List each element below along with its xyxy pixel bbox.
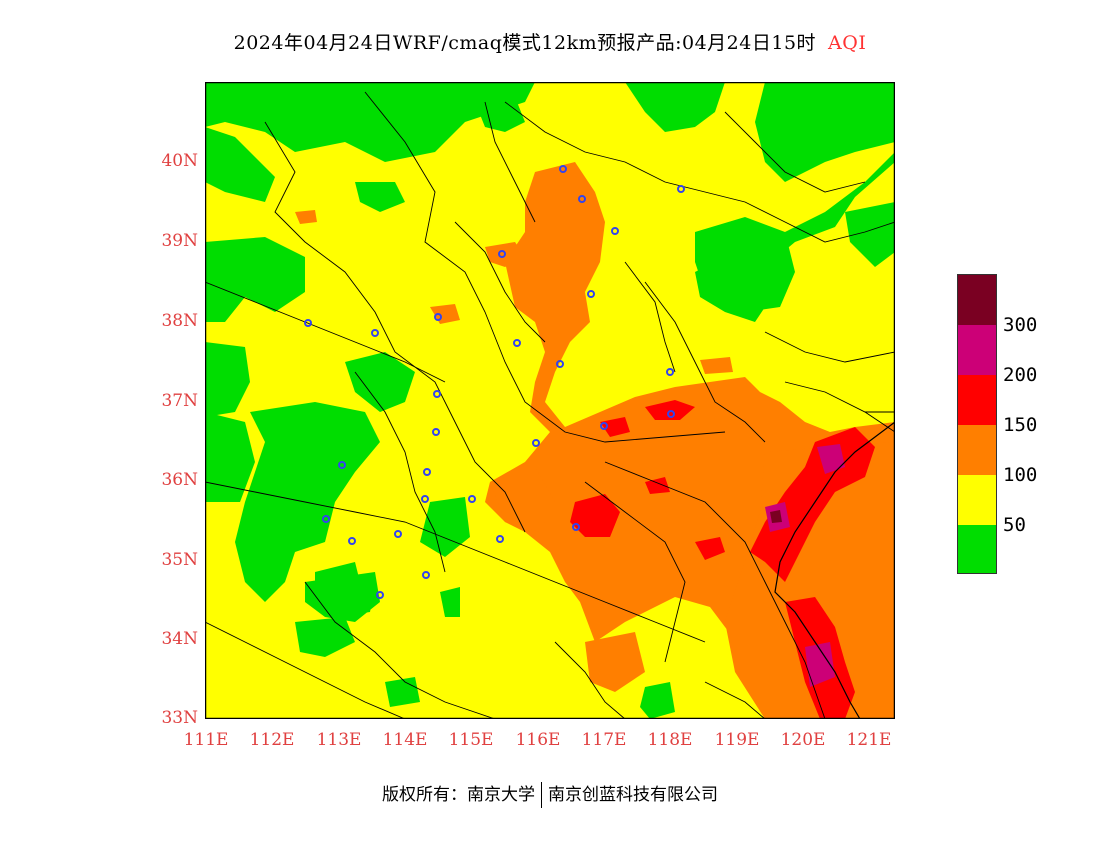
city-marker — [371, 329, 379, 337]
legend-label: 300 — [1003, 314, 1038, 336]
city-marker — [338, 461, 346, 469]
city-marker — [600, 422, 608, 430]
city-marker — [304, 319, 312, 327]
lon-tick-label: 112E — [249, 730, 295, 750]
legend-swatch-unhealthy — [958, 375, 996, 425]
aqi-zones-very-unhealthy — [765, 444, 845, 687]
coastline — [774, 421, 895, 719]
legend-swatch-moderate — [958, 475, 996, 525]
city-marker — [498, 250, 506, 258]
city-marker — [468, 495, 476, 503]
lon-tick-label: 114E — [382, 730, 428, 750]
city-marker — [422, 571, 430, 579]
map-title: 2024年04月24日WRF/cmaq模式12km预报产品:04月24日15时 A… — [0, 28, 1100, 55]
city-marker — [423, 468, 431, 476]
city-marker — [666, 368, 674, 376]
city-marker — [572, 523, 580, 531]
legend-label: 50 — [1003, 514, 1026, 536]
lon-tick-label: 115E — [448, 730, 494, 750]
title-main: 2024年04月24日WRF/cmaq模式12km预报产品:04月24日15时 — [233, 32, 817, 54]
title-variable: AQI — [828, 32, 867, 54]
lat-tick-label: 33N — [161, 708, 198, 728]
city-marker — [556, 360, 564, 368]
city-marker — [434, 313, 442, 321]
legend-label: 100 — [1003, 464, 1038, 486]
city-marker — [432, 428, 440, 436]
lon-tick-label: 113E — [316, 730, 362, 750]
city-marker — [376, 591, 384, 599]
city-marker — [667, 410, 675, 418]
city-markers — [304, 165, 685, 599]
lon-tick-label: 118E — [647, 730, 693, 750]
lat-tick-label: 39N — [161, 231, 198, 251]
lon-tick-label: 121E — [846, 730, 892, 750]
lat-tick-label: 38N — [161, 311, 198, 331]
lon-tick-label: 111E — [183, 730, 229, 750]
legend-swatch-very-unhealthy — [958, 325, 996, 375]
aqi-legend — [957, 274, 997, 574]
lon-tick-label: 119E — [714, 730, 760, 750]
lat-tick-label: 35N — [161, 550, 198, 570]
map-frame — [205, 82, 895, 719]
city-marker — [532, 439, 540, 447]
legend-label: 150 — [1003, 414, 1038, 436]
lat-tick-label: 34N — [161, 629, 198, 649]
city-marker — [587, 290, 595, 298]
city-marker — [394, 530, 402, 538]
legend-swatch-hazardous — [958, 275, 996, 325]
city-marker — [578, 195, 586, 203]
city-marker — [611, 227, 619, 235]
aqi-map — [205, 82, 895, 719]
city-marker — [421, 495, 429, 503]
city-marker — [677, 185, 685, 193]
city-marker — [559, 165, 567, 173]
lat-tick-label: 40N — [161, 151, 198, 171]
lon-tick-label: 116E — [515, 730, 561, 750]
lat-tick-label: 36N — [161, 470, 198, 490]
admin-boundaries — [205, 91, 895, 719]
lon-tick-label: 117E — [581, 730, 627, 750]
company-text: 南京创蓝科技有限公司 — [548, 785, 718, 805]
city-marker — [513, 339, 521, 347]
lat-tick-label: 37N — [161, 391, 198, 411]
city-marker — [433, 390, 441, 398]
aqi-zones-good — [205, 82, 895, 719]
copyright-footer: 版权所有：南京大学 南京创蓝科技有限公司 — [0, 780, 1100, 808]
legend-swatch-usg — [958, 425, 996, 475]
aqi-zones-hazardous — [770, 510, 782, 523]
city-marker — [496, 535, 504, 543]
city-marker — [348, 537, 356, 545]
city-marker — [322, 515, 330, 523]
lon-tick-label: 120E — [780, 730, 826, 750]
footer-separator — [541, 782, 542, 808]
legend-swatch-good — [958, 525, 996, 573]
copyright-text: 版权所有：南京大学 — [382, 785, 535, 805]
legend-label: 200 — [1003, 364, 1038, 386]
